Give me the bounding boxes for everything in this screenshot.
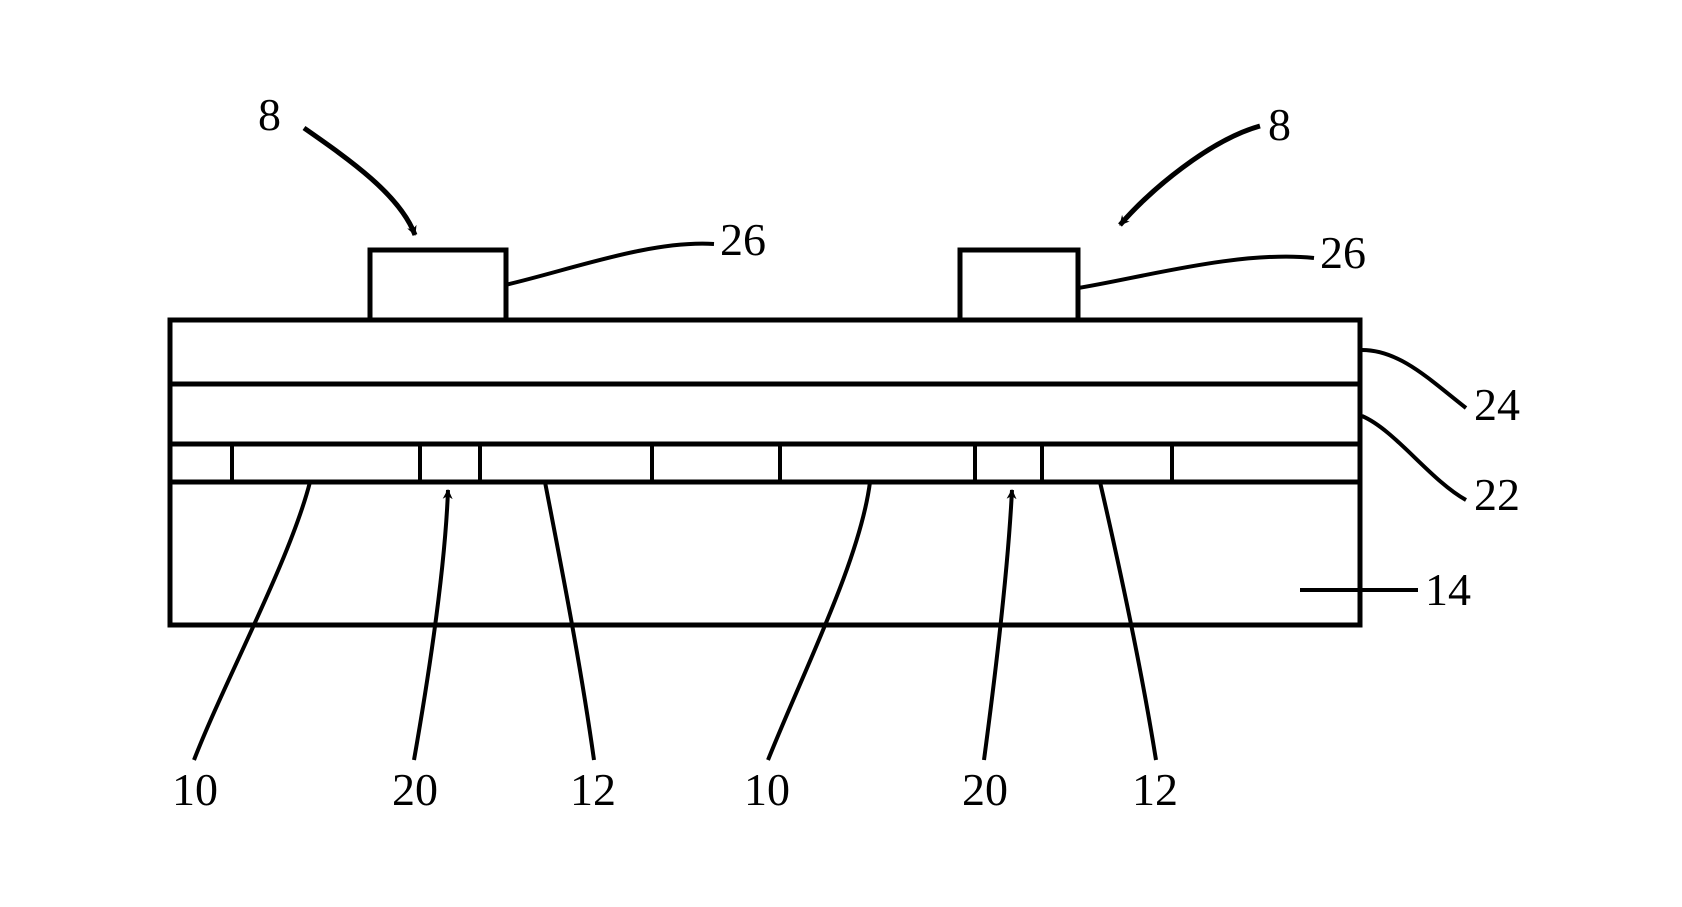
structure bbox=[170, 250, 1360, 625]
label-14: 14 bbox=[1425, 564, 1471, 615]
block-26-right bbox=[960, 250, 1078, 320]
electrode-10-left bbox=[232, 444, 420, 482]
leader-L24 bbox=[1362, 350, 1466, 408]
label-20b: 20 bbox=[962, 764, 1008, 815]
cross-section-diagram: 8 8 26 26 24 2214 10 20 12 10 20 12 bbox=[0, 0, 1682, 907]
label-10b: 10 bbox=[744, 764, 790, 815]
leader-L12b bbox=[1100, 482, 1156, 760]
label-20a: 20 bbox=[392, 764, 438, 815]
arc-A8b bbox=[1120, 126, 1260, 225]
leader-L12a bbox=[545, 482, 594, 760]
leader-L26b bbox=[1078, 257, 1314, 288]
leader-L26a bbox=[505, 244, 714, 285]
label-12b: 12 bbox=[1132, 764, 1178, 815]
label-22: 22 bbox=[1474, 469, 1520, 520]
label-8a: 8 bbox=[258, 89, 281, 140]
label-26b: 26 bbox=[1320, 227, 1366, 278]
leader-L10b bbox=[768, 482, 870, 760]
substrate-outline bbox=[170, 320, 1360, 625]
label-8b: 8 bbox=[1268, 99, 1291, 150]
block-26-left bbox=[370, 250, 506, 320]
arc-A8a bbox=[304, 128, 415, 235]
label-12a: 12 bbox=[570, 764, 616, 815]
leader-L22 bbox=[1362, 416, 1466, 500]
label-26a: 26 bbox=[720, 214, 766, 265]
electrode-12-right bbox=[1042, 444, 1172, 482]
electrode-12-left bbox=[480, 444, 652, 482]
labels: 8 8 26 26 24 2214 10 20 12 10 20 12 bbox=[172, 89, 1520, 815]
label-10a: 10 bbox=[172, 764, 218, 815]
electrode-10-right bbox=[780, 444, 975, 482]
label-24: 24 bbox=[1474, 379, 1520, 430]
leader-L10a bbox=[194, 482, 310, 760]
